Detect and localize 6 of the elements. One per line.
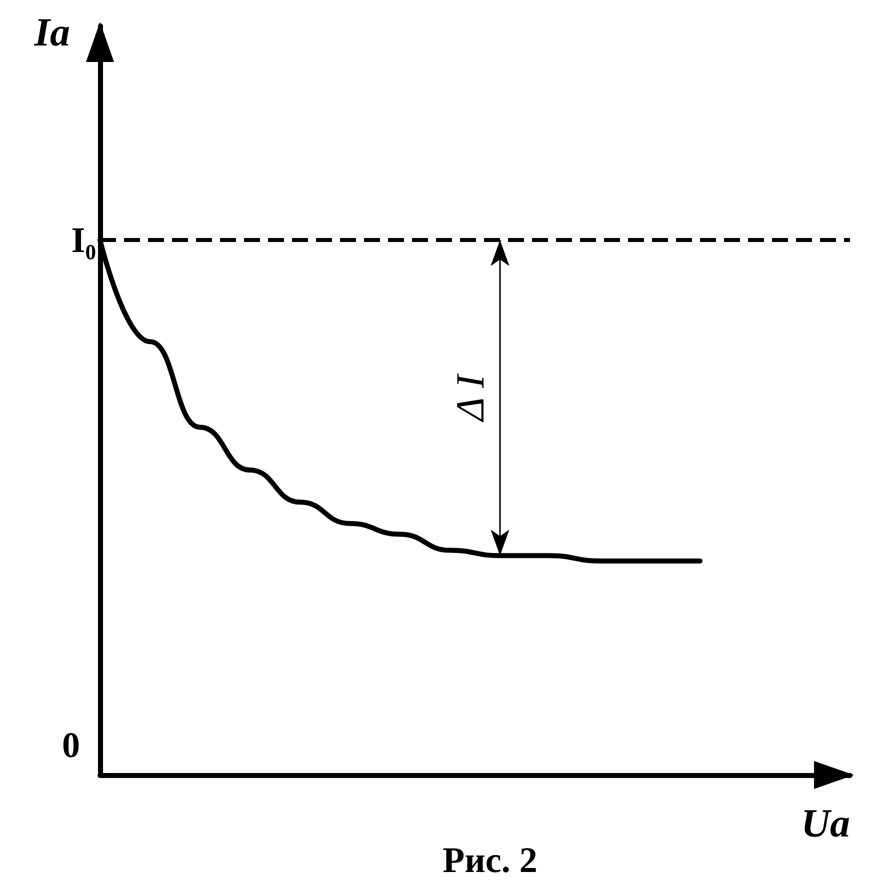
text: Рис. 2 bbox=[442, 840, 538, 880]
x-axis-title: Ua bbox=[801, 800, 850, 846]
ref-line-label: I₀ bbox=[71, 220, 96, 260]
text: 0 bbox=[62, 725, 80, 765]
annotation: Δ I bbox=[448, 373, 492, 423]
y-axis-title: Ia bbox=[33, 10, 70, 54]
